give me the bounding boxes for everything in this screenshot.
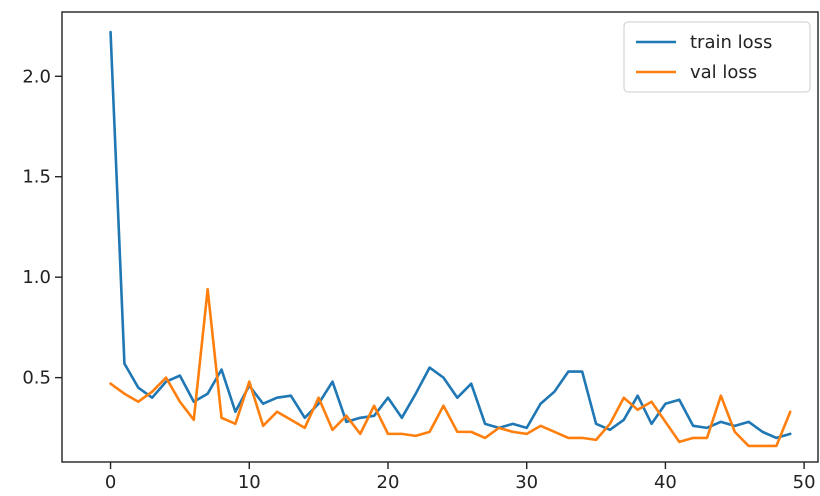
series-line-val-loss bbox=[109, 287, 792, 448]
y-tick-label: 1.5 bbox=[22, 167, 51, 188]
series-line-train-loss bbox=[109, 30, 792, 440]
x-tick-label: 10 bbox=[238, 472, 261, 493]
y-tick-label: 1.0 bbox=[22, 267, 51, 288]
plot-lines bbox=[109, 30, 792, 448]
x-tick-label: 30 bbox=[515, 472, 538, 493]
x-tick-label: 0 bbox=[105, 472, 116, 493]
legend: train loss val loss bbox=[623, 21, 811, 93]
x-tick-label: 20 bbox=[377, 472, 400, 493]
axes-spines bbox=[61, 11, 819, 463]
x-tick-label: 50 bbox=[793, 472, 816, 493]
legend-label: val loss bbox=[690, 62, 757, 83]
x-tick-label: 40 bbox=[654, 472, 677, 493]
legend-box bbox=[623, 21, 811, 93]
axes-frame bbox=[61, 11, 819, 463]
y-tick-label: 2.0 bbox=[22, 66, 51, 87]
y-axis-ticks: 0.5 1.0 1.5 2.0 bbox=[22, 66, 62, 389]
x-axis-ticks: 0 10 20 30 40 50 bbox=[105, 462, 816, 493]
y-tick-label: 0.5 bbox=[22, 368, 51, 389]
legend-label: train loss bbox=[690, 32, 772, 53]
